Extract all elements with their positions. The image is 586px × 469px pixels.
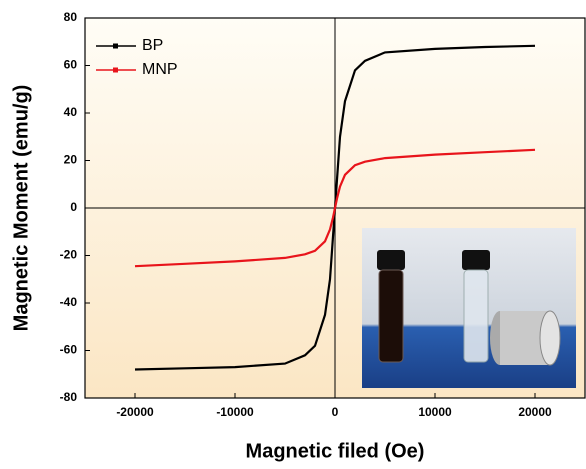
legend-label: MNP (142, 61, 178, 78)
y-tick-label: 40 (64, 105, 78, 119)
series-line (134, 148, 536, 268)
legend-marker (113, 43, 118, 49)
y-tick-label: -40 (60, 295, 78, 309)
y-tick-label: -20 (60, 248, 78, 262)
x-tick-label: -20000 (116, 405, 154, 419)
x-tick-label: 0 (332, 405, 339, 419)
y-axis-label: Magnetic Moment (emu/g) (10, 85, 32, 332)
inset-photo (362, 228, 576, 388)
x-tick-label: 20000 (518, 405, 552, 419)
x-tick-label: -10000 (216, 405, 254, 419)
y-tick-label: 20 (64, 153, 78, 167)
legend-marker (113, 67, 118, 73)
x-axis-label: Magnetic filed (Oe) (246, 440, 425, 462)
y-tick-label: 0 (70, 200, 77, 214)
legend-label: BP (142, 37, 163, 54)
y-tick-label: -60 (60, 343, 78, 357)
y-tick-label: 60 (64, 58, 78, 72)
y-tick-label: 80 (64, 10, 78, 24)
y-tick-label: -80 (60, 390, 78, 404)
x-tick-label: 10000 (418, 405, 452, 419)
